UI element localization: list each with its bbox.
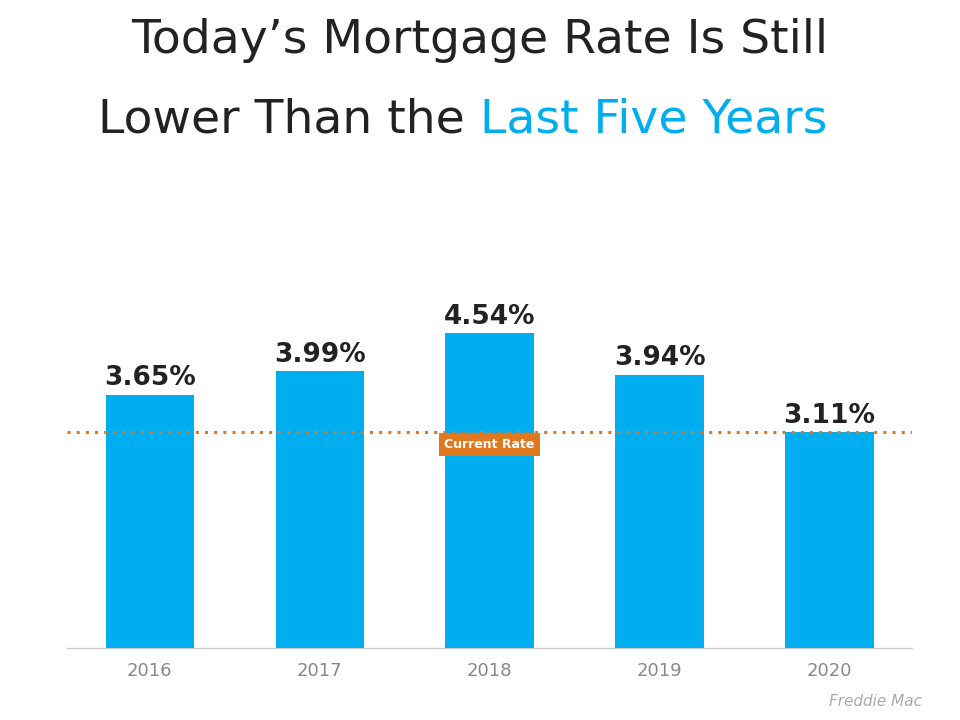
Bar [785,433,874,648]
Text: Current Rate: Current Rate [444,438,535,451]
Text: 3.94%: 3.94% [613,346,706,372]
Text: 3.65%: 3.65% [104,366,196,392]
Text: 3.99%: 3.99% [274,342,366,368]
Text: 3.11%: 3.11% [783,403,876,429]
Bar [106,395,194,648]
Text: Today’s Mortgage Rate Is Still: Today’s Mortgage Rate Is Still [132,18,828,63]
Bar [445,333,534,648]
Bar [615,375,704,648]
Text: 4.54%: 4.54% [444,304,536,330]
Text: Lower Than the: Lower Than the [98,97,480,143]
Text: Freddie Mac: Freddie Mac [828,694,922,709]
Text: Last Five Years: Last Five Years [480,97,828,143]
Bar [276,372,364,648]
